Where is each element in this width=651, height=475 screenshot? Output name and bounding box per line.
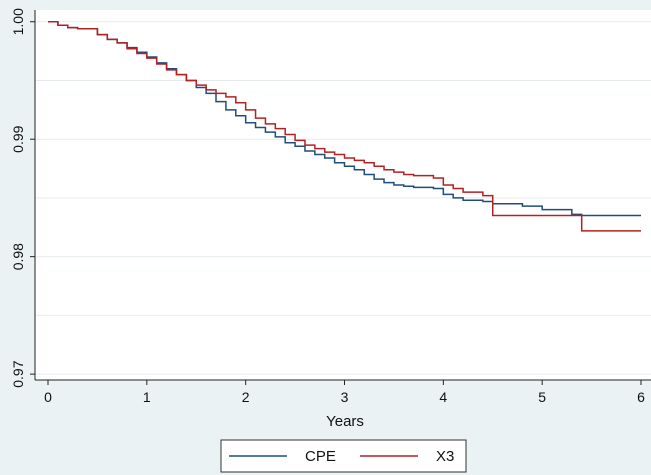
plot-area xyxy=(35,10,651,380)
x-tick-label-3: 3 xyxy=(341,389,349,405)
y-tick-label-2: 0.99 xyxy=(10,125,26,152)
legend: CPE X3 xyxy=(220,439,467,473)
legend-label-x3: X3 xyxy=(436,448,454,465)
x-tick-label-6: 6 xyxy=(637,389,645,405)
x-tick-label-0: 0 xyxy=(44,389,52,405)
x-tick-labels: 0 1 2 3 4 5 6 xyxy=(44,389,645,405)
series-group xyxy=(48,20,641,232)
y-tick-labels: 0.97 0.98 0.99 1.00 xyxy=(10,8,26,388)
x-tick-label-1: 1 xyxy=(143,389,151,405)
x-tick-label-2: 2 xyxy=(242,389,250,405)
x-axis-title: Years xyxy=(326,413,364,430)
series-line-x3 xyxy=(48,20,641,232)
y-tick-label-3: 1.00 xyxy=(10,8,26,35)
grid-lines xyxy=(35,21,651,375)
axes xyxy=(30,10,651,385)
y-tick-label-0: 0.97 xyxy=(10,360,26,387)
y-tick-label-1: 0.98 xyxy=(10,243,26,270)
x-tick-label-4: 4 xyxy=(439,389,447,405)
x-tick-label-5: 5 xyxy=(538,389,546,405)
legend-label-cpe: CPE xyxy=(305,448,336,465)
